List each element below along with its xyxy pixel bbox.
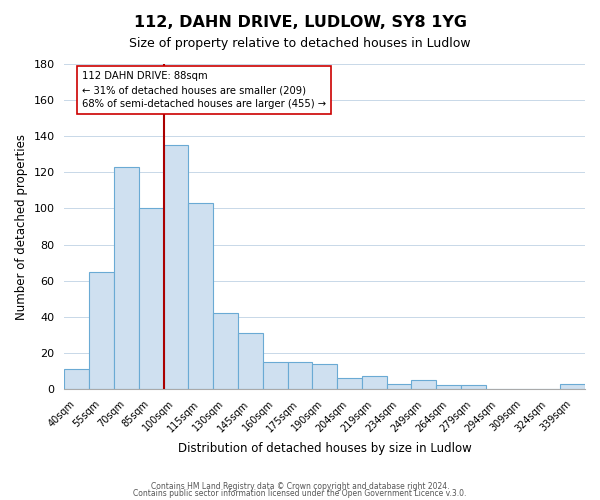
Bar: [386, 384, 412, 389]
Bar: [114, 167, 139, 389]
Bar: [263, 362, 287, 389]
Bar: [139, 208, 164, 389]
Bar: [213, 313, 238, 389]
Bar: [412, 380, 436, 389]
Bar: [560, 384, 585, 389]
Bar: [238, 333, 263, 389]
Text: Size of property relative to detached houses in Ludlow: Size of property relative to detached ho…: [129, 38, 471, 51]
Bar: [64, 369, 89, 389]
Text: Contains public sector information licensed under the Open Government Licence v.: Contains public sector information licen…: [133, 489, 467, 498]
Bar: [436, 386, 461, 389]
Bar: [164, 146, 188, 389]
Text: 112 DAHN DRIVE: 88sqm
← 31% of detached houses are smaller (209)
68% of semi-det: 112 DAHN DRIVE: 88sqm ← 31% of detached …: [82, 71, 326, 109]
Text: 112, DAHN DRIVE, LUDLOW, SY8 1YG: 112, DAHN DRIVE, LUDLOW, SY8 1YG: [133, 15, 467, 30]
Bar: [461, 386, 486, 389]
Bar: [287, 362, 313, 389]
Bar: [89, 272, 114, 389]
Bar: [313, 364, 337, 389]
X-axis label: Distribution of detached houses by size in Ludlow: Distribution of detached houses by size …: [178, 442, 472, 455]
Bar: [188, 203, 213, 389]
Text: Contains HM Land Registry data © Crown copyright and database right 2024.: Contains HM Land Registry data © Crown c…: [151, 482, 449, 491]
Bar: [337, 378, 362, 389]
Bar: [362, 376, 386, 389]
Y-axis label: Number of detached properties: Number of detached properties: [15, 134, 28, 320]
